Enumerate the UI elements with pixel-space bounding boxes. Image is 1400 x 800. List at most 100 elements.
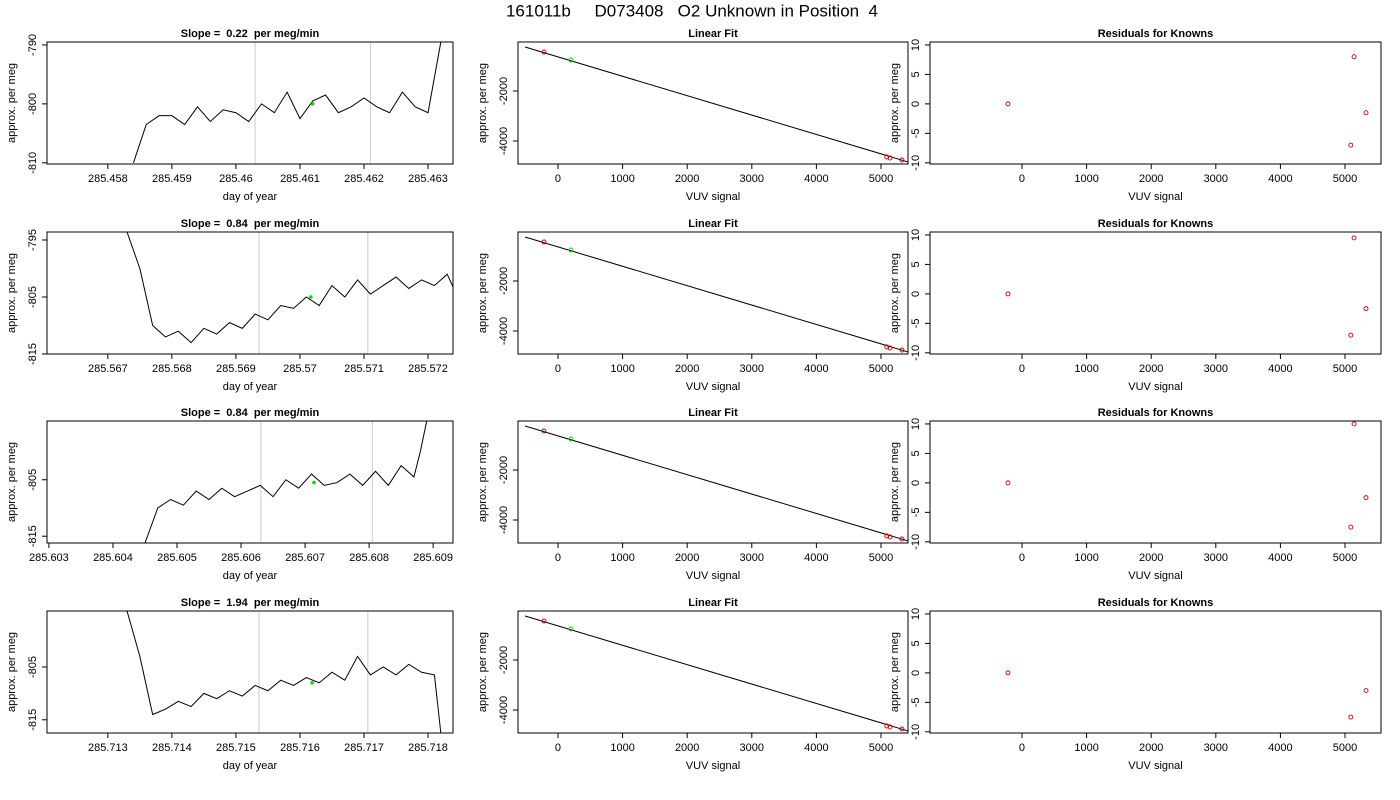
x-tick-label: 285.607 [285,552,325,564]
x-axis-title: VUV signal [686,570,740,582]
y-tick-label: 5 [910,450,922,456]
point [1351,421,1357,427]
plot-area [1005,421,1369,530]
x-axis-title: VUV signal [686,760,740,772]
plot-frame [929,420,1382,544]
y-tick-label: -10 [910,345,922,361]
x-tick-label: 3000 [1204,363,1228,375]
y-tick-label: 10 [910,608,922,620]
point [884,533,890,539]
highlight-point [310,102,315,106]
x-tick-label: 285.605 [157,552,197,564]
plot-area [126,611,442,733]
panel-title: Residuals for Knowns [1098,218,1214,230]
y-tick-label: -800 [27,93,39,115]
point [1348,714,1354,720]
plot-area [132,42,442,164]
y-tick-label: -10 [910,534,922,550]
plot-frame [46,420,454,544]
y-tick-label: -805 [27,656,39,678]
y-tick-label: 5 [910,71,922,77]
x-axis-title: VUV signal [1128,570,1182,582]
data-line [132,42,442,163]
x-tick-label: 5000 [1333,173,1357,185]
point [1348,142,1354,148]
y-tick-label: 10 [910,39,922,51]
plot-area [1005,54,1369,148]
x-tick-label: 0 [1019,173,1025,185]
x-tick-label: 3000 [740,173,764,185]
x-tick-label: 5000 [1333,742,1357,754]
point [899,536,905,542]
x-tick-label: 0 [555,173,561,185]
x-tick-label: 4000 [804,363,828,375]
x-tick-label: 285.462 [344,173,384,185]
point [1363,688,1369,694]
data-line [126,611,442,733]
y-tick-label: -5 [910,318,922,328]
x-tick-label: 2000 [675,173,699,185]
x-axis-title: VUV signal [686,381,740,393]
x-tick-label: 5000 [869,363,893,375]
y-axis-title: approx. per meg [477,442,489,522]
y-axis-title: approx. per meg [6,442,18,522]
point [884,723,890,729]
point [1363,495,1369,501]
point [887,534,893,540]
y-tick-label: -10 [910,724,922,740]
x-tick-label: 3000 [1204,173,1228,185]
y-tick-label: 10 [910,418,922,430]
x-tick-label: 285.718 [408,742,448,754]
plot-area [1005,235,1369,338]
point [1363,110,1369,116]
point [887,155,893,161]
x-tick-label: 3000 [740,363,764,375]
y-tick-label: 10 [910,229,922,241]
y-tick-label: -790 [27,34,39,56]
point [884,344,890,350]
x-tick-label: 2000 [1139,363,1163,375]
y-axis-title: approx. per meg [889,63,901,143]
panel-title: Residuals for Knowns [1098,597,1214,609]
panel-title: Linear Fit [688,28,738,40]
y-axis-title: approx. per meg [6,253,18,333]
panel-title: Residuals for Knowns [1098,28,1214,40]
x-axis-title: VUV signal [1128,191,1182,203]
y-tick-label: -5 [910,697,922,707]
x-axis-title: day of year [223,381,278,393]
x-axis-title: day of year [223,570,278,582]
point [899,347,905,353]
x-tick-label: 4000 [804,173,828,185]
x-tick-label: 285.458 [88,173,128,185]
x-tick-label: 285.567 [88,363,128,375]
y-tick-label: 0 [910,291,922,297]
x-tick-label: 1000 [1074,742,1098,754]
highlight-point [309,295,313,299]
x-tick-label: 1000 [1074,552,1098,564]
panel-title: Linear Fit [688,597,738,609]
panel-title: Linear Fit [688,218,738,230]
y-tick-label: 0 [910,101,922,107]
y-axis-title: approx. per meg [889,253,901,333]
plot-frame [517,231,909,355]
x-tick-label: 2000 [1139,552,1163,564]
plot-frame [929,231,1382,355]
point [541,618,547,624]
highlight-point [310,681,314,685]
point [899,726,905,732]
y-tick-label: -5 [910,507,922,517]
y-axis-title: approx. per meg [477,253,489,333]
point [568,57,574,63]
y-tick-label: 5 [910,261,922,267]
point [541,428,547,434]
x-axis-title: VUV signal [1128,760,1182,772]
plot-area [144,421,428,543]
x-tick-label: 285.715 [216,742,256,754]
x-tick-label: 285.716 [280,742,320,754]
x-tick-label: 5000 [869,552,893,564]
y-tick-label: -2000 [498,646,510,674]
x-tick-label: 3000 [1204,742,1228,754]
point [568,436,574,442]
plot-frame [517,41,909,165]
plot-area [126,232,453,354]
